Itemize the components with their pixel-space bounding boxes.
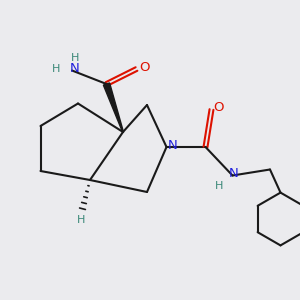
- Text: N: N: [70, 62, 80, 76]
- Text: O: O: [140, 61, 150, 74]
- Text: H: H: [52, 64, 61, 74]
- Text: H: H: [77, 215, 85, 225]
- Polygon shape: [103, 83, 123, 132]
- Text: H: H: [215, 181, 223, 191]
- Text: N: N: [229, 167, 239, 180]
- Text: N: N: [168, 139, 178, 152]
- Text: H: H: [71, 53, 79, 63]
- Text: O: O: [214, 100, 224, 114]
